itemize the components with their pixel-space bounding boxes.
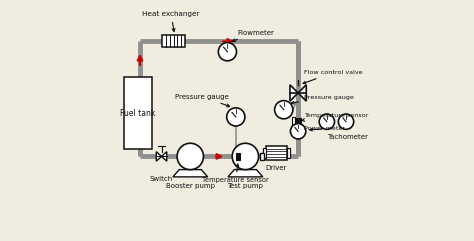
Circle shape xyxy=(274,100,293,119)
Text: Temperature sensor: Temperature sensor xyxy=(301,113,369,121)
Circle shape xyxy=(177,143,203,170)
Bar xyxy=(287,148,290,158)
Circle shape xyxy=(232,143,258,170)
Text: Flowmeter: Flowmeter xyxy=(232,30,274,41)
Circle shape xyxy=(319,114,335,129)
Polygon shape xyxy=(228,170,263,177)
Text: Heat exchanger: Heat exchanger xyxy=(142,11,200,32)
Text: Pressure gauge: Pressure gauge xyxy=(175,94,229,107)
Circle shape xyxy=(227,108,245,126)
Text: Test pump: Test pump xyxy=(228,183,264,189)
Text: Temperature sensor: Temperature sensor xyxy=(202,164,269,183)
Text: Switch: Switch xyxy=(150,176,173,182)
Polygon shape xyxy=(173,170,208,177)
Bar xyxy=(263,148,266,158)
Circle shape xyxy=(338,114,354,129)
Text: Tachometer: Tachometer xyxy=(327,134,368,140)
Polygon shape xyxy=(290,85,298,101)
Text: Pressure gauge: Pressure gauge xyxy=(292,95,354,104)
Bar xyxy=(236,153,240,160)
Text: Fuel tank: Fuel tank xyxy=(120,109,156,118)
Text: Booster pump: Booster pump xyxy=(166,183,215,189)
Text: Driver: Driver xyxy=(266,165,287,171)
Polygon shape xyxy=(298,85,306,101)
Text: Flow control valve: Flow control valve xyxy=(303,70,363,84)
Bar xyxy=(295,118,301,125)
Bar xyxy=(124,77,152,149)
Circle shape xyxy=(291,124,306,139)
Polygon shape xyxy=(156,152,162,161)
Polygon shape xyxy=(162,152,167,161)
Circle shape xyxy=(219,43,237,61)
Bar xyxy=(292,117,295,126)
Bar xyxy=(260,153,264,160)
Text: Power meter: Power meter xyxy=(304,126,345,131)
Bar xyxy=(266,146,287,160)
Bar xyxy=(162,35,185,47)
